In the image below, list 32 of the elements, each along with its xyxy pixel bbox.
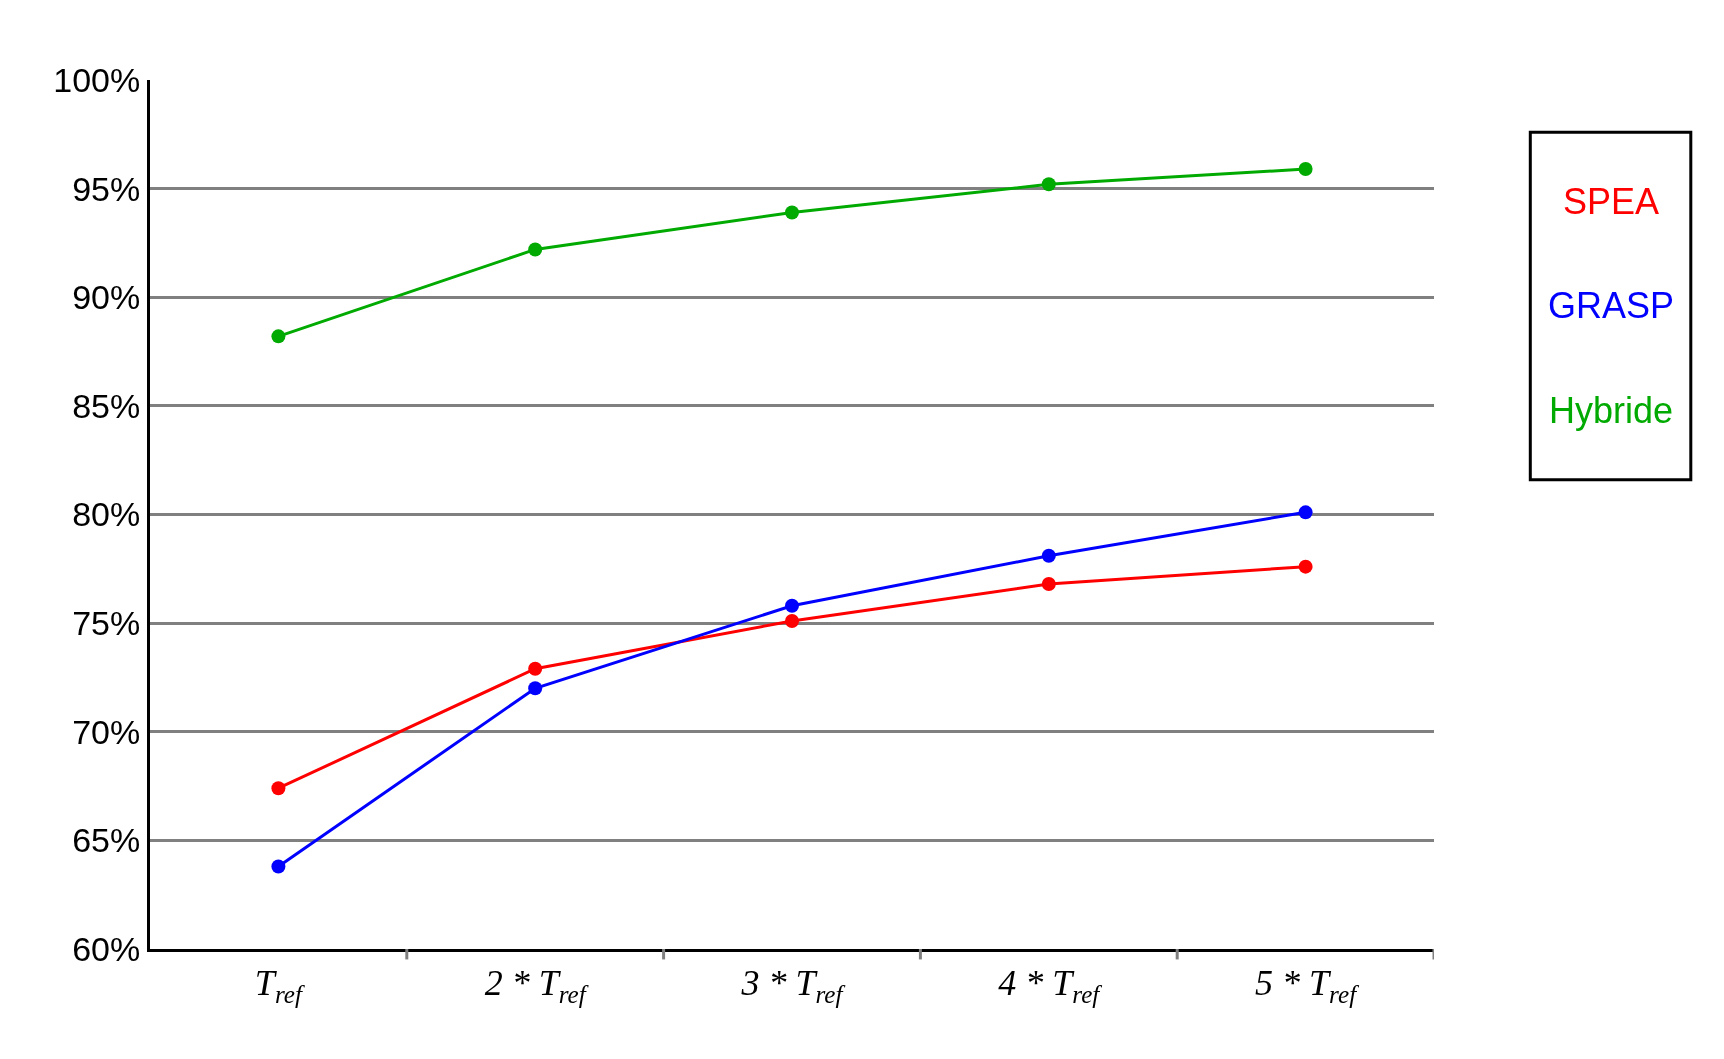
point [785, 598, 799, 613]
point [1041, 177, 1056, 192]
y-tick-label: 70% [72, 712, 141, 751]
point [271, 329, 286, 344]
point [1298, 559, 1313, 574]
point [1298, 505, 1313, 520]
point [528, 661, 543, 676]
point [785, 205, 799, 220]
y-tick-label: 95% [72, 169, 141, 208]
x-tick-label: 5 * T$_{ref}$ [1255, 963, 1360, 1008]
y-tick-label: 60% [72, 929, 141, 968]
point [1298, 162, 1313, 177]
point [528, 242, 543, 257]
point [271, 859, 286, 874]
y-tick-label: 65% [72, 821, 141, 860]
y-tick-label: 75% [72, 604, 141, 643]
y-tick-label: 80% [72, 495, 141, 534]
y-tick-label: 85% [72, 386, 141, 425]
text: Hybride [1549, 390, 1674, 431]
y-tick-label: 90% [72, 278, 141, 317]
point [528, 681, 543, 696]
x-tick-label: T$_{ref}$ [254, 963, 305, 1008]
point [271, 781, 286, 796]
point [1041, 577, 1056, 592]
x-tick-label: 4 * T$_{ref}$ [998, 963, 1103, 1008]
y-tick-label: 100% [53, 60, 141, 99]
point [1041, 548, 1056, 563]
text: GRASP [1548, 285, 1675, 326]
text: SPEA [1563, 181, 1660, 222]
x-tick-label: 3 * T$_{ref}$ [740, 963, 846, 1008]
x-tick-label: 2 * T$_{ref}$ [484, 963, 589, 1008]
point [785, 613, 799, 628]
